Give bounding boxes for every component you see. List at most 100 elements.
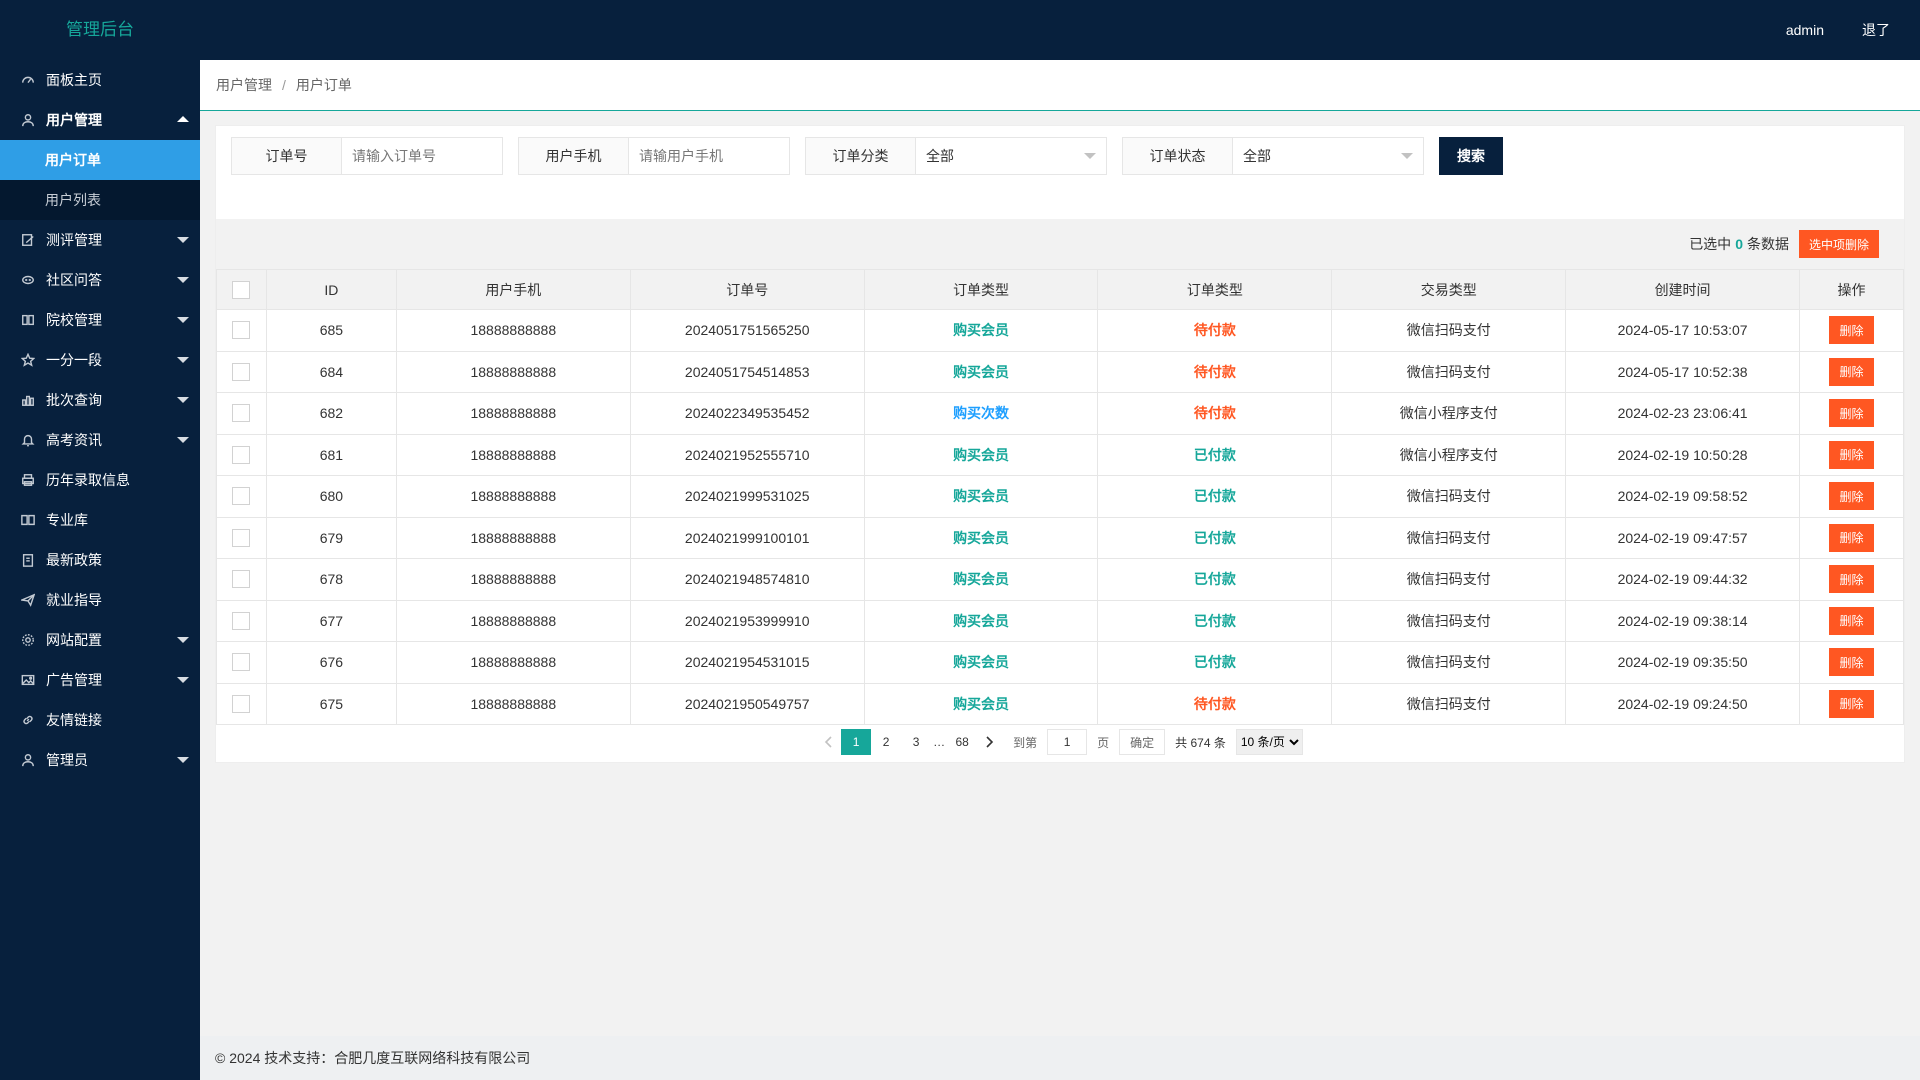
row-checkbox[interactable]: [232, 528, 251, 547]
sidebar-item-label: 院校管理: [46, 312, 102, 328]
row-checkbox[interactable]: [232, 653, 251, 672]
row-checkbox[interactable]: [232, 570, 251, 589]
cell-order-status: 已付款: [1097, 599, 1333, 642]
column-header[interactable]: 创建时间: [1565, 269, 1800, 310]
delete-button[interactable]: 删除: [1829, 316, 1874, 345]
page-button-current[interactable]: 1: [841, 729, 872, 755]
sidebar-item[interactable]: 一分一段: [0, 340, 200, 380]
delete-button[interactable]: 删除: [1829, 648, 1874, 677]
sidebar-subitem[interactable]: 用户列表: [0, 180, 200, 220]
goto-confirm-button[interactable]: 确定: [1119, 729, 1166, 755]
column-header[interactable]: ID: [265, 269, 397, 310]
sidebar-item[interactable]: 批次查询: [0, 380, 200, 420]
column-header[interactable]: 交易类型: [1331, 269, 1567, 310]
cell-pay-type: 微信扫码支付: [1331, 475, 1567, 518]
cell-order-type: 购买会员: [863, 350, 1099, 393]
cell-created-time: 2024-02-19 09:24:50: [1565, 682, 1800, 725]
column-header[interactable]: 订单类型: [1097, 269, 1333, 310]
sidebar-item[interactable]: 测评管理: [0, 220, 200, 260]
select-all-checkbox[interactable]: [232, 280, 251, 299]
delete-button[interactable]: 删除: [1829, 399, 1874, 428]
sidebar-item-label: 高考资讯: [46, 432, 102, 448]
page-button-last[interactable]: 68: [955, 735, 969, 749]
search-button[interactable]: 搜索: [1439, 137, 1503, 175]
cell-pay-type: 微信小程序支付: [1331, 392, 1567, 435]
sidebar-subitem[interactable]: 用户订单: [0, 140, 200, 180]
row-checkbox[interactable]: [232, 404, 251, 423]
cell-actions: 删除: [1799, 392, 1904, 435]
cell-order-type: 购买会员: [863, 516, 1099, 559]
row-checkbox[interactable]: [232, 487, 251, 506]
sidebar-item[interactable]: 专业库: [0, 500, 200, 540]
page-button[interactable]: 3: [912, 735, 920, 749]
row-select-cell: [216, 433, 267, 476]
delete-button[interactable]: 删除: [1829, 440, 1874, 469]
category-select[interactable]: 全部: [916, 138, 1106, 174]
status-select[interactable]: 全部: [1233, 138, 1423, 174]
column-header[interactable]: 用户手机: [395, 269, 631, 310]
category-label: 订单分类: [806, 138, 916, 174]
cell-order-type: 购买会员: [863, 309, 1099, 352]
image-icon: [20, 672, 36, 688]
cell-order-no: 2024021950549757: [629, 682, 865, 725]
batch-delete-button[interactable]: 选中项删除: [1798, 230, 1879, 258]
cell-phone: 18888888888: [395, 433, 631, 476]
status-filter: 订单状态 全部: [1122, 137, 1424, 175]
page-button[interactable]: 2: [882, 735, 890, 749]
cell-order-type: 购买会员: [863, 433, 1099, 476]
cell-id: 681: [265, 433, 397, 476]
selection-prefix: 已选中: [1689, 236, 1732, 252]
cell-order-no: 2024021999100101: [629, 516, 865, 559]
column-header[interactable]: 订单类型: [863, 269, 1099, 310]
cell-created-time: 2024-05-17 10:52:38: [1565, 350, 1800, 393]
app-logo[interactable]: 管理后台: [66, 20, 134, 39]
sidebar-item[interactable]: 最新政策: [0, 540, 200, 580]
sidebar-item[interactable]: 面板主页: [0, 60, 200, 100]
sidebar-item-label: 广告管理: [46, 672, 102, 688]
page-size-select[interactable]: 10 条/页: [1235, 729, 1303, 755]
delete-button[interactable]: 删除: [1829, 357, 1874, 386]
delete-button[interactable]: 删除: [1829, 606, 1874, 635]
sidebar-item[interactable]: 友情链接: [0, 700, 200, 740]
delete-button[interactable]: 删除: [1829, 482, 1874, 511]
goto-page-input[interactable]: [1047, 729, 1088, 755]
logout-link[interactable]: 退了: [1862, 22, 1890, 38]
delete-button[interactable]: 删除: [1829, 523, 1874, 552]
sidebar-item[interactable]: 广告管理: [0, 660, 200, 700]
link-icon: [20, 712, 36, 728]
sidebar-item[interactable]: 就业指导: [0, 580, 200, 620]
row-checkbox[interactable]: [232, 362, 251, 381]
cell-order-status: 已付款: [1097, 433, 1333, 476]
sidebar-item-label: 最新政策: [46, 552, 102, 568]
cell-pay-type: 微信扫码支付: [1331, 682, 1567, 725]
row-checkbox[interactable]: [232, 445, 251, 464]
cell-phone: 18888888888: [395, 475, 631, 518]
edit-icon: [20, 232, 36, 248]
sidebar-item[interactable]: 网站配置: [0, 620, 200, 660]
row-checkbox[interactable]: [232, 611, 251, 630]
sidebar-item[interactable]: 管理员: [0, 740, 200, 780]
cell-pay-type: 微信扫码支付: [1331, 558, 1567, 601]
prev-page-button[interactable]: [817, 729, 841, 755]
sidebar-item[interactable]: 社区问答: [0, 260, 200, 300]
row-select-cell: [216, 599, 267, 642]
sidebar-item[interactable]: 院校管理: [0, 300, 200, 340]
cell-id: 685: [265, 309, 397, 352]
breadcrumb-parent[interactable]: 用户管理: [216, 77, 272, 93]
order-no-input[interactable]: [342, 138, 502, 174]
delete-button[interactable]: 删除: [1829, 689, 1874, 718]
column-header[interactable]: 订单号: [629, 269, 865, 310]
phone-label: 用户手机: [519, 138, 629, 174]
sidebar-item[interactable]: 用户管理: [0, 100, 200, 140]
cell-actions: 删除: [1799, 350, 1904, 393]
delete-button[interactable]: 删除: [1829, 565, 1874, 594]
row-checkbox[interactable]: [232, 321, 251, 340]
next-page-button[interactable]: [977, 729, 1001, 755]
sidebar-item[interactable]: 高考资讯: [0, 420, 200, 460]
sidebar-item[interactable]: 历年录取信息: [0, 460, 200, 500]
row-checkbox[interactable]: [232, 694, 251, 713]
phone-input[interactable]: [629, 138, 789, 174]
username-link[interactable]: admin: [1785, 22, 1824, 38]
table-header-row: ID 用户手机 订单号 订单类型 订单类型 交易类型 创建时间 操作: [216, 269, 1904, 310]
cell-order-no: 2024021999531025: [629, 475, 865, 518]
